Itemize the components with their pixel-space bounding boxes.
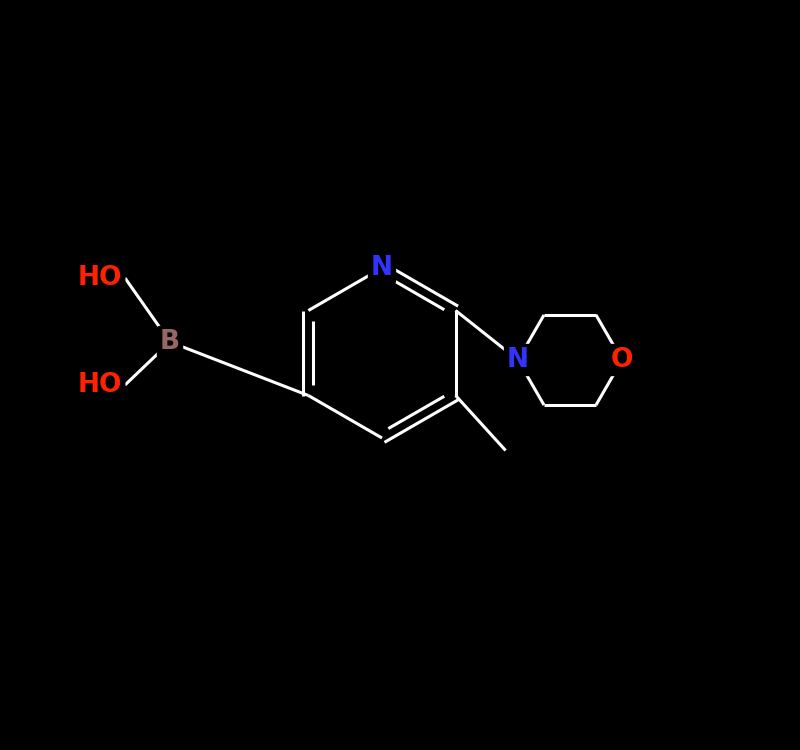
Text: N: N [507,347,529,373]
Text: N: N [371,255,393,281]
Text: HO: HO [78,265,122,291]
Text: O: O [610,347,634,373]
Text: B: B [160,329,180,355]
Text: HO: HO [78,372,122,398]
